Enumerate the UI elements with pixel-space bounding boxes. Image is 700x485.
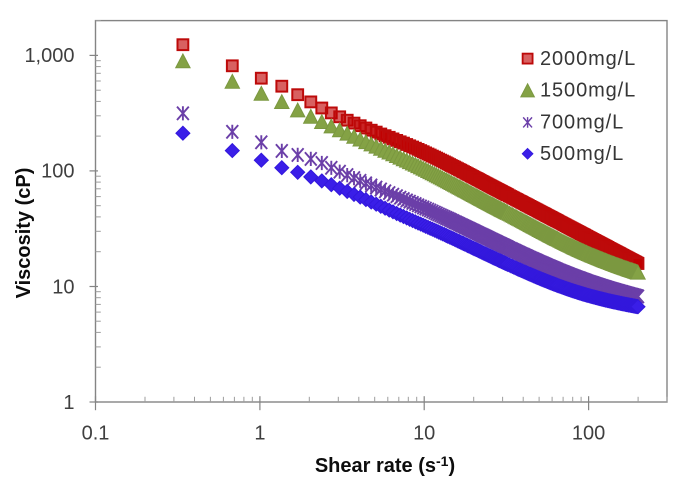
svg-text:500mg/L: 500mg/L <box>540 143 624 165</box>
svg-text:10: 10 <box>413 422 435 444</box>
svg-text:1,000: 1,000 <box>24 45 74 67</box>
svg-text:100: 100 <box>41 161 74 183</box>
svg-text:2000mg/L: 2000mg/L <box>540 48 636 70</box>
svg-text:Shear rate (s-1): Shear rate (s-1) <box>315 453 455 477</box>
svg-text:Viscosity (cP): Viscosity (cP) <box>13 168 35 299</box>
svg-text:10: 10 <box>52 276 74 298</box>
svg-text:700mg/L: 700mg/L <box>540 112 624 134</box>
svg-text:1: 1 <box>63 392 74 414</box>
svg-text:1: 1 <box>254 422 265 444</box>
svg-text:1500mg/L: 1500mg/L <box>540 80 636 102</box>
svg-text:100: 100 <box>572 422 605 444</box>
svg-text:0.1: 0.1 <box>82 422 110 444</box>
